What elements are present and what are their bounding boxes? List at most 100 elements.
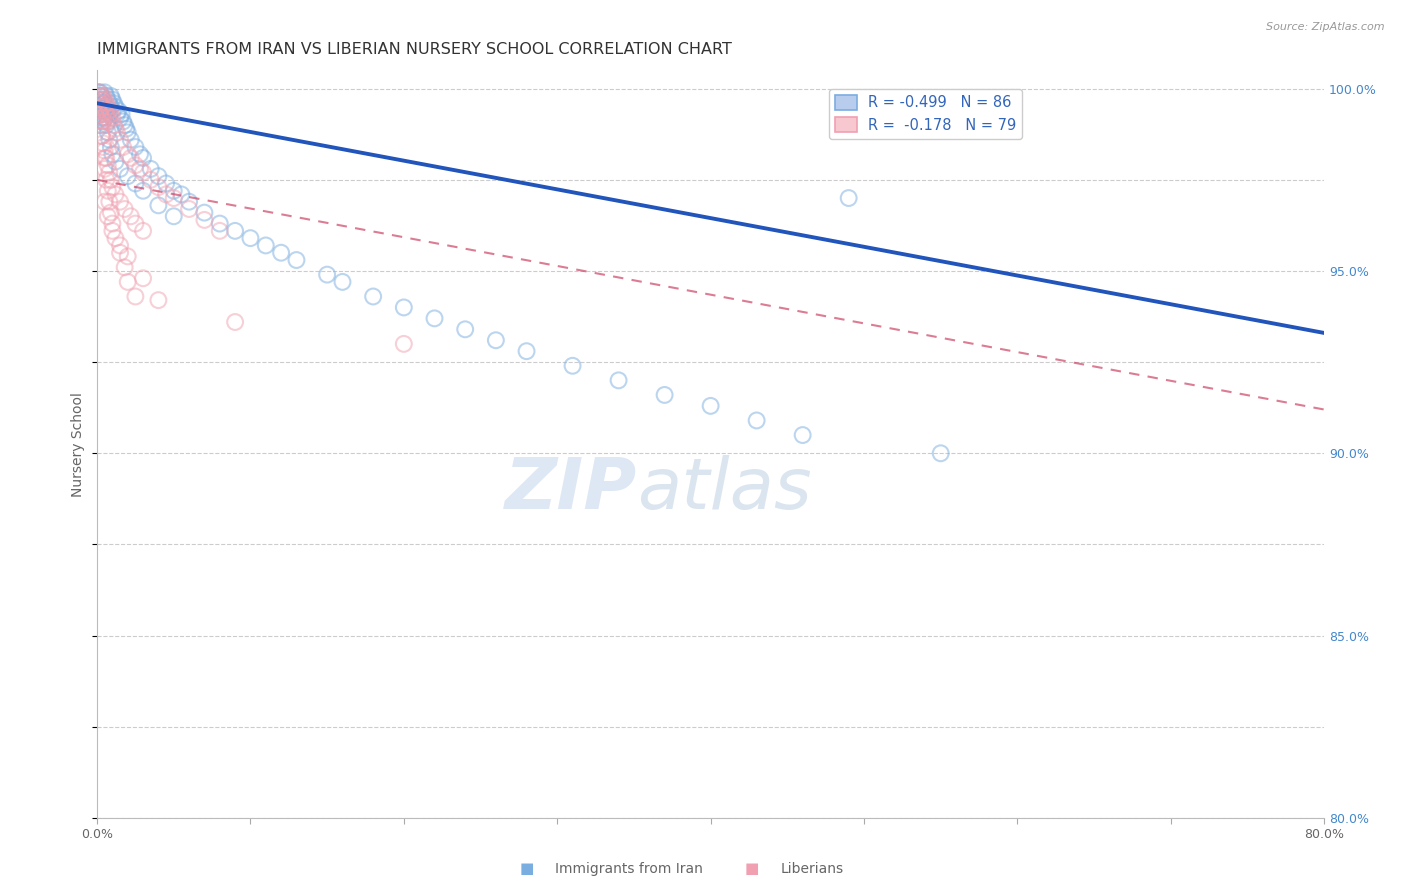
Point <box>239 231 262 245</box>
Point <box>224 315 246 329</box>
Point <box>87 103 110 118</box>
Point <box>96 107 118 121</box>
Point <box>93 161 115 176</box>
Point <box>132 271 155 285</box>
Point <box>101 147 124 161</box>
Point <box>98 107 121 121</box>
Point <box>124 217 146 231</box>
Point <box>104 100 127 114</box>
Point <box>93 194 115 209</box>
Point <box>607 373 630 387</box>
Point <box>316 268 339 282</box>
Point <box>101 111 124 125</box>
Point <box>285 253 308 268</box>
Point <box>163 184 186 198</box>
Point <box>108 161 131 176</box>
Point <box>193 213 215 227</box>
Point <box>516 344 538 359</box>
Point <box>117 275 139 289</box>
Point <box>90 129 112 144</box>
Point <box>838 191 860 205</box>
Point <box>177 194 200 209</box>
Point <box>87 85 110 99</box>
Point <box>104 187 127 202</box>
Point <box>100 173 122 187</box>
Point <box>91 103 114 118</box>
Point <box>89 96 111 111</box>
Point <box>91 103 114 118</box>
Point <box>120 133 142 147</box>
Point <box>114 202 136 216</box>
Point <box>101 103 124 118</box>
Point <box>101 180 124 194</box>
Point <box>90 111 112 125</box>
Point <box>89 107 111 121</box>
Point <box>107 103 129 118</box>
Point <box>117 169 139 183</box>
Point <box>361 289 384 303</box>
Point <box>105 107 128 121</box>
Point <box>97 184 120 198</box>
Point <box>98 114 121 128</box>
Point <box>792 428 814 442</box>
Point <box>108 194 131 209</box>
Point <box>148 293 170 307</box>
Point <box>392 337 415 351</box>
Point <box>224 224 246 238</box>
Text: IMMIGRANTS FROM IRAN VS LIBERIAN NURSERY SCHOOL CORRELATION CHART: IMMIGRANTS FROM IRAN VS LIBERIAN NURSERY… <box>97 42 733 57</box>
Point <box>90 89 112 103</box>
Point <box>117 249 139 263</box>
Point <box>332 275 354 289</box>
Point <box>87 93 110 107</box>
Point <box>124 289 146 303</box>
Point <box>98 194 121 209</box>
Point <box>124 140 146 154</box>
Point <box>93 151 115 165</box>
Point <box>97 114 120 128</box>
Point <box>90 100 112 114</box>
Point <box>139 161 162 176</box>
Point <box>104 154 127 169</box>
Point <box>114 260 136 275</box>
Text: ZIP: ZIP <box>505 455 637 524</box>
Point <box>108 238 131 252</box>
Point <box>98 165 121 179</box>
Point <box>96 151 118 165</box>
Point <box>97 209 120 223</box>
Point <box>101 217 124 231</box>
Point <box>115 121 138 136</box>
Point <box>745 413 768 427</box>
Point <box>155 187 177 202</box>
Point <box>87 103 110 118</box>
Point <box>108 133 131 147</box>
Point <box>91 114 114 128</box>
Point <box>163 191 186 205</box>
Point <box>93 111 115 125</box>
Point <box>96 173 118 187</box>
Point <box>93 93 115 107</box>
Point <box>270 245 292 260</box>
Point <box>90 100 112 114</box>
Point <box>112 140 135 154</box>
Point <box>96 89 118 103</box>
Point <box>108 111 131 125</box>
Point <box>148 180 170 194</box>
Point <box>91 93 114 107</box>
Point <box>654 388 676 402</box>
Point <box>139 173 162 187</box>
Point <box>89 107 111 121</box>
Point <box>90 118 112 132</box>
Point <box>100 100 122 114</box>
Text: atlas: atlas <box>637 455 811 524</box>
Point <box>163 209 186 223</box>
Point <box>93 103 115 118</box>
Point <box>124 177 146 191</box>
Point <box>97 93 120 107</box>
Point <box>97 125 120 139</box>
Point <box>254 238 277 252</box>
Point <box>117 147 139 161</box>
Point <box>89 85 111 99</box>
Point <box>129 161 152 176</box>
Point <box>120 151 142 165</box>
Point <box>100 205 122 219</box>
